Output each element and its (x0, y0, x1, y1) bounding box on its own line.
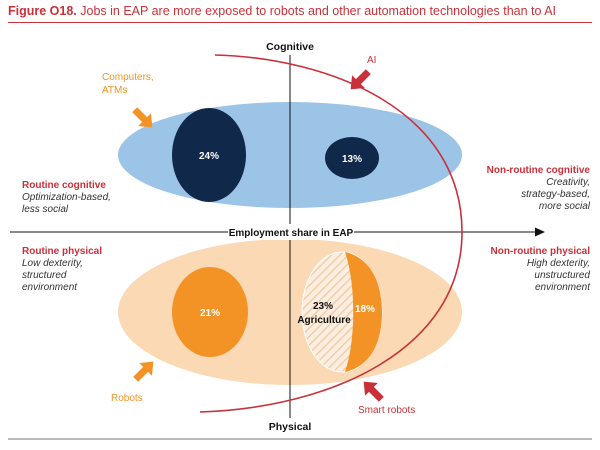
nonroutine-cognitive-desc-1: Creativity, (546, 177, 590, 188)
computers-arrow-icon (132, 107, 153, 128)
axis-horizontal-label: Employment share in EAP (229, 228, 354, 239)
ai-frontier-curve (199, 54, 463, 413)
axis-bottom-label: Physical (269, 421, 312, 433)
agriculture-label: Agriculture (297, 315, 351, 326)
horizontal-axis-arrowhead (535, 227, 545, 237)
bottom-rule (8, 438, 592, 440)
routine-physical-desc-2: structured (22, 270, 67, 281)
share-nonroutine-cognitive: 13% (342, 154, 362, 165)
computers-label-line1: Computers, (102, 72, 154, 83)
share-routine-cognitive: 24% (199, 151, 219, 162)
robots-arrow-icon (133, 361, 154, 382)
figure-caption: Jobs in EAP are more exposed to robots a… (80, 4, 557, 18)
nonroutine-physical-desc-2: unstructured (534, 270, 590, 281)
ai-label: AI (367, 55, 376, 66)
smart-robots-label: Smart robots (358, 405, 415, 416)
routine-cognitive-heading: Routine cognitive (22, 180, 106, 191)
figure-label: Figure O18. (8, 4, 77, 18)
share-agriculture: 23% (313, 301, 333, 312)
routine-physical-heading: Routine physical (22, 246, 103, 257)
nonroutine-cognitive-heading: Non-routine cognitive (486, 165, 590, 176)
nonroutine-cognitive-desc-2: strategy-based, (521, 189, 590, 200)
routine-cognitive-desc-1: Optimization-based, (22, 192, 111, 203)
computers-label-line2: ATMs (102, 85, 127, 96)
routine-cognitive-label: Routine cognitive Optimization-based, le… (22, 180, 111, 216)
routine-cognitive-desc-2: less social (22, 204, 69, 215)
nonroutine-physical-desc-3: environment (534, 282, 590, 293)
routine-physical-desc-1: Low dexterity, (22, 258, 83, 269)
routine-physical-circle (172, 267, 248, 357)
routine-physical-label: Routine physical Low dexterity, structur… (22, 246, 102, 294)
routine-cognitive-circle (172, 108, 246, 202)
nonroutine-physical-segment (345, 252, 382, 372)
figure-title: Figure O18. Jobs in EAP are more exposed… (8, 4, 556, 18)
smart-robots-arrow-icon (363, 381, 384, 402)
nonroutine-physical-label: Non-routine physical High dexterity, uns… (491, 246, 590, 294)
nonroutine-cognitive-label: Non-routine cognitive Creativity, strate… (487, 165, 590, 213)
nonroutine-physical-heading: Non-routine physical (490, 246, 590, 257)
nonroutine-physical-desc-1: High dexterity, (526, 258, 590, 269)
share-nonroutine-physical: 18% (355, 304, 375, 315)
title-rule (8, 22, 592, 23)
ai-arrow-icon (350, 69, 371, 90)
share-routine-physical: 21% (200, 308, 220, 319)
nonroutine-cognitive-circle (325, 137, 379, 179)
robots-label: Robots (111, 393, 143, 404)
axis-top-label: Cognitive (266, 41, 314, 53)
nonroutine-cognitive-desc-3: more social (538, 201, 590, 212)
routine-physical-desc-3: environment (22, 282, 78, 293)
axis-label-bg (228, 224, 354, 240)
